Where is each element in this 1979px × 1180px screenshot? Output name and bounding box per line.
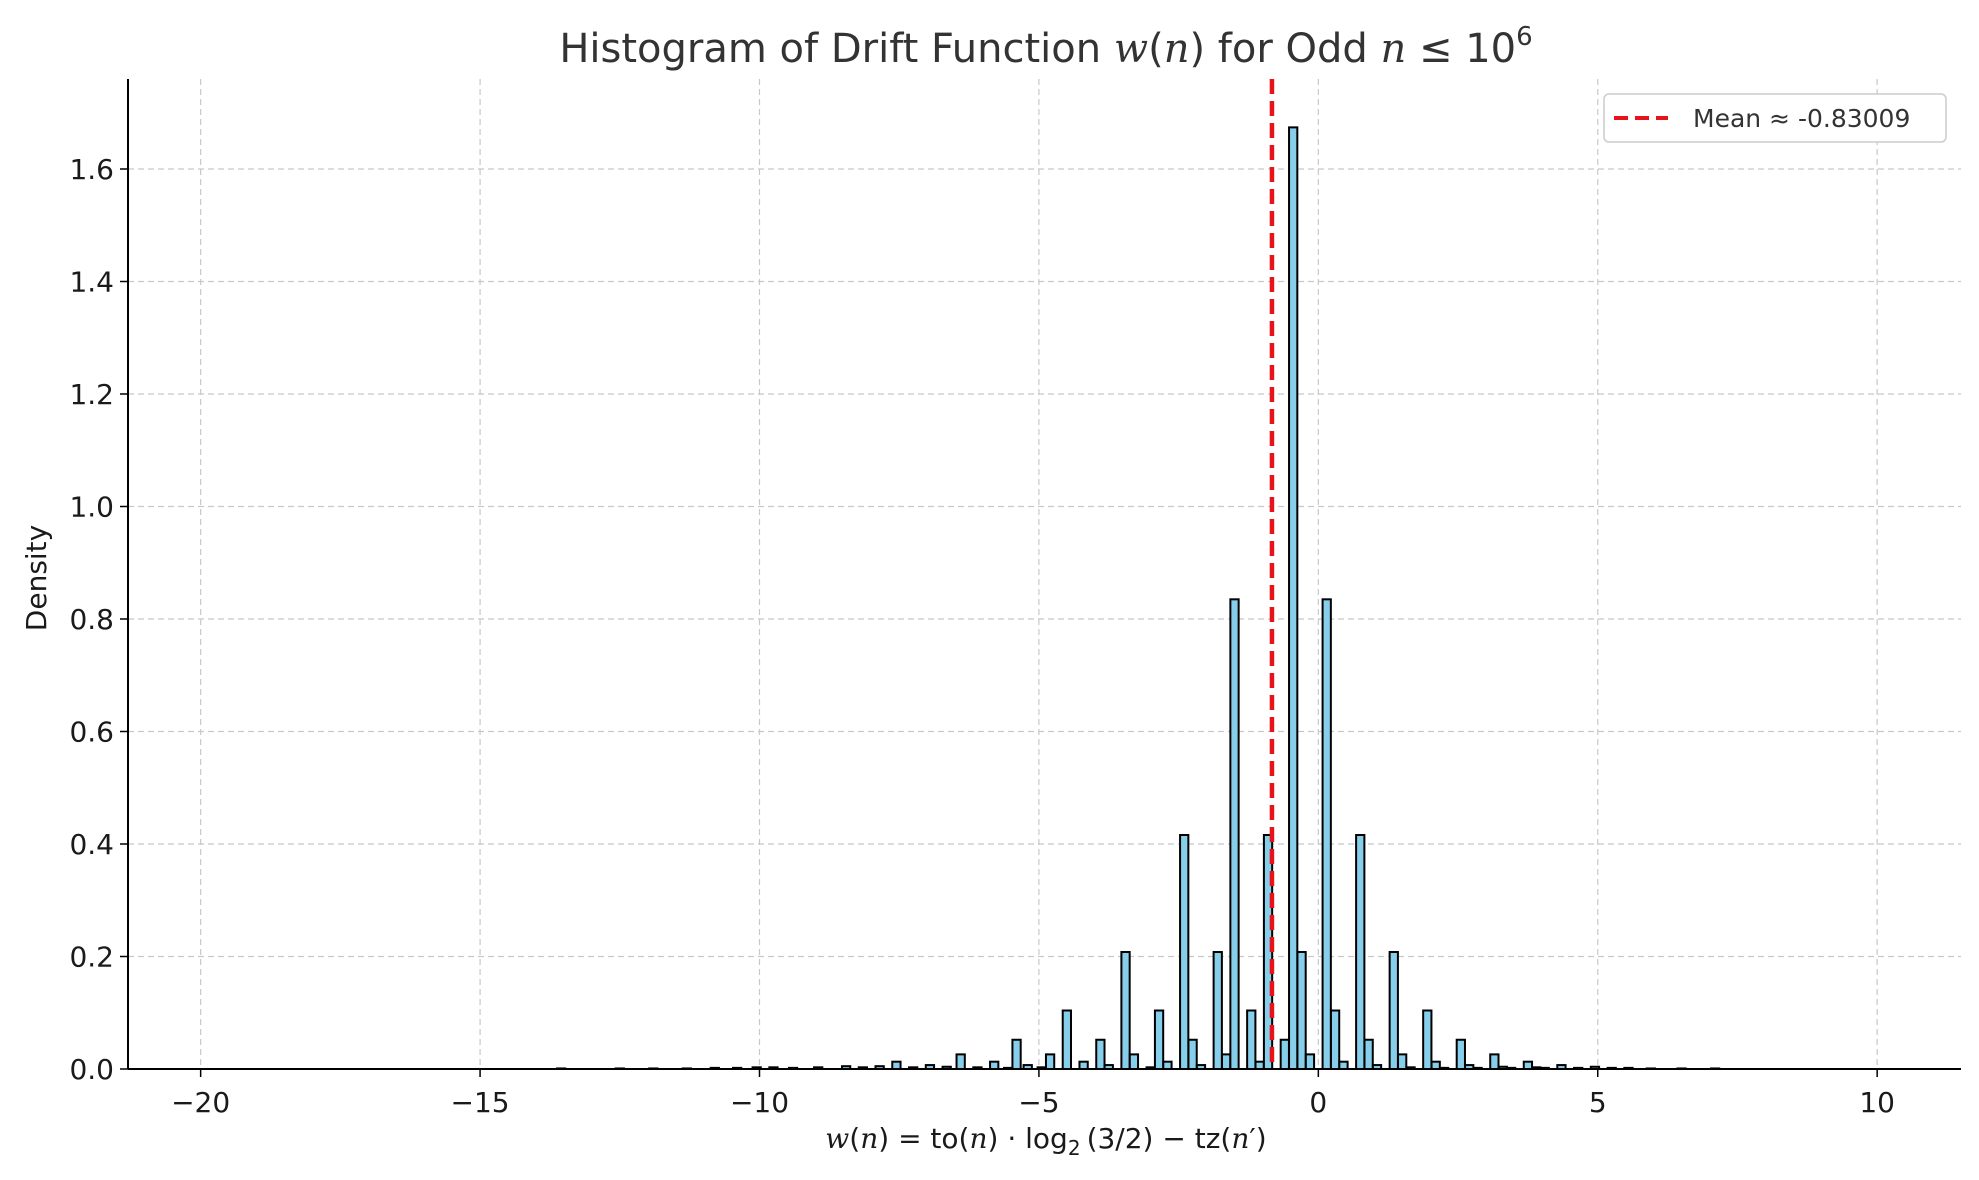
histogram-bar [1321, 598, 1332, 1070]
y-gridlines [128, 168, 1961, 1070]
xlabel-n1: n [860, 1122, 878, 1155]
x-tick-label: 10 [1859, 1086, 1895, 1119]
x-tick-label: −20 [171, 1086, 230, 1119]
histogram-bar [1304, 1053, 1316, 1070]
y-tick-label: 1.4 [69, 266, 114, 299]
x-gridlines [200, 79, 1878, 1069]
xlabel-p4: (3/2) − tz( [1087, 1122, 1232, 1155]
y-tick-label: 0.8 [69, 603, 114, 636]
title-leq: ≤ 10 [1406, 26, 1516, 72]
histogram-bar [1162, 1060, 1173, 1070]
xlabel-w: w [825, 1122, 849, 1155]
histogram-bar [1254, 1060, 1265, 1070]
histogram-bar [1455, 1038, 1466, 1070]
title-exponent: 6 [1516, 22, 1533, 52]
histogram-bar [1179, 834, 1190, 1070]
y-tick-label: 0.0 [69, 1053, 114, 1086]
x-axis-label: w(n) = to(n) · log2 (3/2) − tz(n′) [825, 1122, 1266, 1160]
title-w: w [1114, 26, 1148, 72]
title-n2: n [1380, 26, 1406, 72]
histogram-bar [1329, 1009, 1341, 1070]
title-mid: for Odd [1205, 26, 1380, 72]
histogram-bar [1522, 1060, 1534, 1070]
histogram-bar [955, 1053, 966, 1070]
histogram-bar [1388, 951, 1399, 1070]
histogram-bar [1220, 1053, 1232, 1070]
x-tick-label: 5 [1589, 1086, 1607, 1119]
legend: Mean ≈ -0.83009 [1603, 93, 1947, 143]
histogram-bar [1279, 1038, 1290, 1070]
y-tick-label: 1.0 [69, 491, 114, 524]
histogram-bar [891, 1060, 902, 1070]
x-tick-label: 0 [1309, 1086, 1327, 1119]
title-paren-open: ( [1148, 26, 1164, 72]
histogram-bar [1355, 834, 1366, 1070]
xlabel-prime: ′ [1249, 1122, 1255, 1155]
histogram-bar [1489, 1053, 1500, 1070]
histogram-bars [555, 126, 1721, 1070]
histogram-bar [1288, 126, 1299, 1070]
legend-box [1603, 93, 1947, 143]
axes [127, 79, 1961, 1070]
title-n: n [1164, 26, 1190, 72]
xlabel-n3: n [1231, 1122, 1249, 1155]
histogram-bar [1422, 1009, 1433, 1070]
x-axis-ticks: −20 −15 −10 −5 0 5 10 [171, 1069, 1895, 1119]
y-tick-label: 1.2 [69, 378, 114, 411]
histogram-bar [1011, 1038, 1022, 1070]
histogram-bar [1095, 1038, 1106, 1070]
histogram-bar [1187, 1038, 1198, 1070]
title-paren-close: ) [1189, 26, 1205, 72]
y-tick-label: 0.2 [69, 941, 114, 974]
histogram-bar [1120, 951, 1131, 1070]
histogram-bar [1338, 1060, 1349, 1070]
histogram-bar [1363, 1038, 1374, 1070]
histogram-bar [1296, 951, 1307, 1070]
histogram-bar [1229, 598, 1240, 1070]
xlabel-p1: ( [849, 1122, 860, 1155]
histogram-bar [1078, 1060, 1089, 1070]
y-axis-ticks: 0.0 0.2 0.4 0.6 0.8 1.0 1.2 1.4 1.6 [69, 153, 128, 1086]
chart-title: Histogram of Drift Function w(n) for Odd… [559, 22, 1532, 72]
xlabel-p3: ) · log [988, 1122, 1068, 1155]
histogram-bar [1212, 951, 1223, 1070]
histogram-bar [1061, 1009, 1072, 1070]
title-prefix: Histogram of Drift Function [559, 26, 1113, 72]
y-tick-label: 0.6 [69, 716, 114, 749]
histogram-bar [1153, 1009, 1165, 1070]
legend-mean-label: Mean ≈ -0.83009 [1693, 104, 1910, 133]
xlabel-p2: ) = to( [878, 1122, 969, 1155]
x-tick-label: −5 [1018, 1086, 1059, 1119]
y-tick-label: 1.6 [69, 153, 114, 186]
histogram-bar [1128, 1053, 1140, 1070]
histogram-bar [1430, 1060, 1441, 1070]
xlabel-sub: 2 [1068, 1136, 1081, 1160]
histogram-bar [989, 1060, 1000, 1070]
histogram-bar [1044, 1053, 1056, 1070]
y-tick-label: 0.4 [69, 828, 114, 861]
x-tick-label: −15 [451, 1086, 510, 1119]
histogram-bar [1397, 1053, 1408, 1070]
xlabel-p5: ) [1256, 1122, 1267, 1155]
x-tick-label: −10 [730, 1086, 789, 1119]
histogram-bar [1246, 1009, 1257, 1070]
y-axis-label: Density [20, 525, 53, 631]
xlabel-n2: n [969, 1122, 987, 1155]
